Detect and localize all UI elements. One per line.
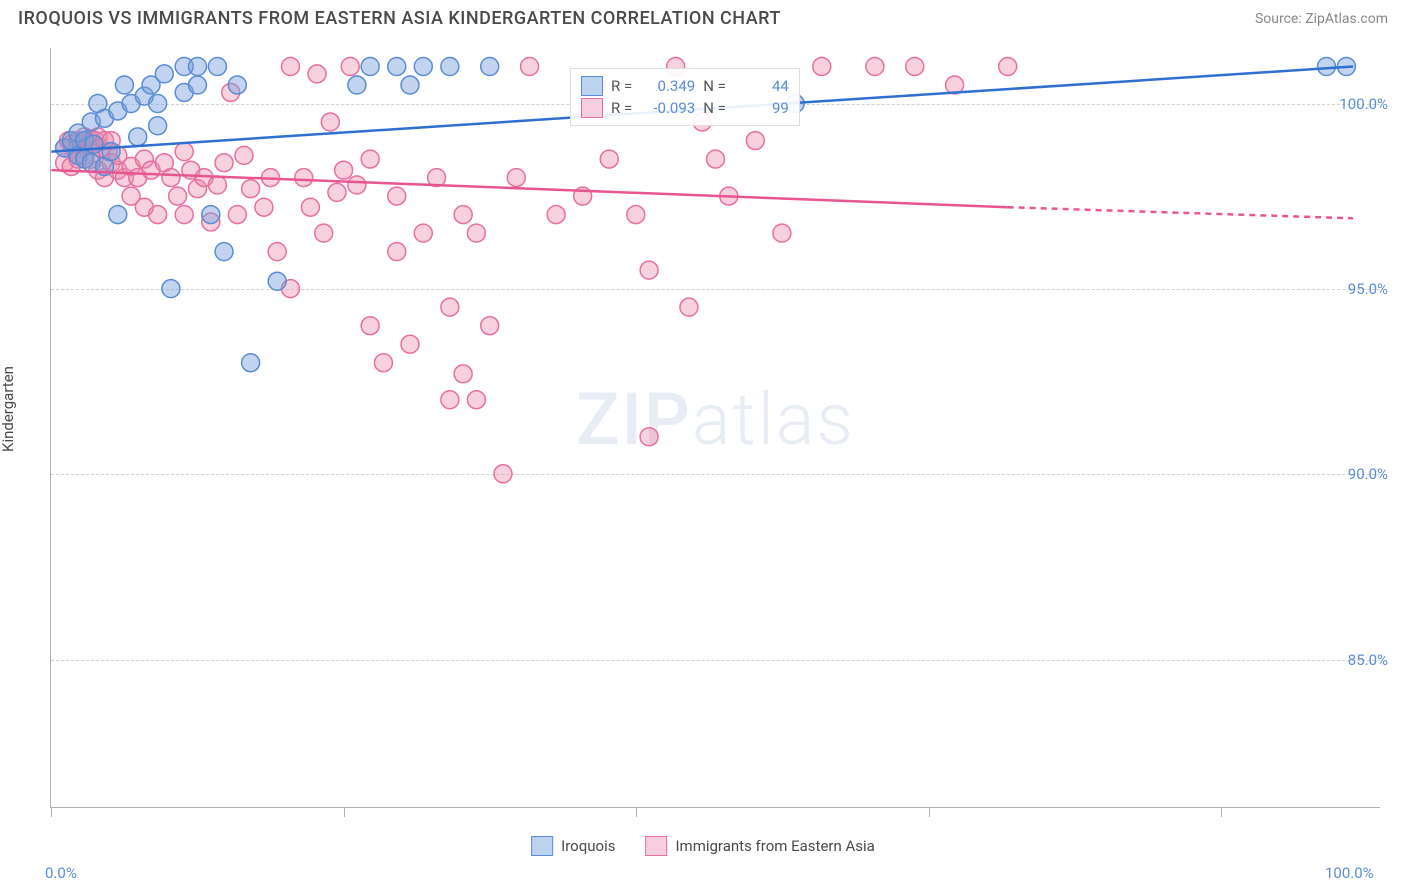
swatch-pink-icon [645, 836, 667, 856]
chart-title: IROQUOIS VS IMMIGRANTS FROM EASTERN ASIA… [18, 8, 781, 29]
stats-row-blue: R = 0.349 N = 44 [581, 76, 789, 96]
swatch-pink-icon [581, 98, 603, 118]
scatter-plot-svg [51, 48, 1380, 807]
stats-legend: R = 0.349 N = 44 R = -0.093 N = 99 [570, 68, 800, 126]
legend-item-pink: Immigrants from Eastern Asia [645, 836, 874, 856]
chart-header: IROQUOIS VS IMMIGRANTS FROM EASTERN ASIA… [0, 0, 1406, 33]
swatch-blue-icon [531, 836, 553, 856]
swatch-blue-icon [581, 76, 603, 96]
series-legend: Iroquois Immigrants from Eastern Asia [531, 836, 875, 856]
y-axis-label: Kindergarten [0, 366, 17, 452]
x-tick-label: 100.0% [1325, 864, 1374, 882]
legend-item-blue: Iroquois [531, 836, 615, 856]
chart-plot-area: ZIPatlas [50, 48, 1380, 808]
x-tick-label: 0.0% [45, 864, 77, 882]
stats-row-pink: R = -0.093 N = 99 [581, 98, 789, 118]
chart-source: Source: ZipAtlas.com [1255, 11, 1388, 27]
